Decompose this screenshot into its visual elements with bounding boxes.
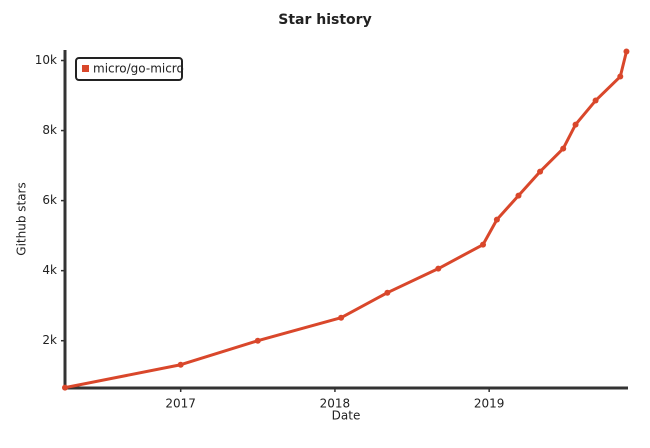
- line: [64, 51, 628, 390]
- chart-title: Star history: [278, 12, 371, 28]
- y-tick-label: 2k: [42, 333, 57, 347]
- y-tick-label: 10k: [35, 53, 57, 67]
- point: [254, 337, 261, 344]
- legend: micro/go-micro: [75, 57, 184, 81]
- x-tick-label: 2017: [165, 397, 196, 411]
- point: [493, 216, 500, 223]
- legend-swatch: [82, 65, 89, 72]
- x-tick-label: 2018: [320, 397, 351, 411]
- x-axis-label: Date: [332, 409, 361, 423]
- point: [560, 145, 567, 152]
- y-tick-label: 8k: [42, 123, 57, 137]
- y-tick-label: 6k: [42, 193, 57, 207]
- point: [623, 48, 630, 55]
- point: [537, 168, 544, 175]
- legend-label: micro/go-micro: [93, 62, 184, 76]
- y-tick-label: 4k: [42, 263, 57, 277]
- point: [338, 314, 345, 321]
- point: [435, 265, 442, 272]
- point: [592, 97, 599, 104]
- point: [515, 192, 522, 199]
- legend-box: [75, 57, 183, 81]
- y-axis-label: Github stars: [15, 182, 29, 255]
- point: [62, 384, 68, 391]
- point: [480, 241, 487, 248]
- point: [177, 361, 184, 368]
- x-tick-label: 2019: [474, 397, 505, 411]
- point: [617, 73, 624, 80]
- point: [572, 121, 579, 128]
- point: [384, 289, 391, 296]
